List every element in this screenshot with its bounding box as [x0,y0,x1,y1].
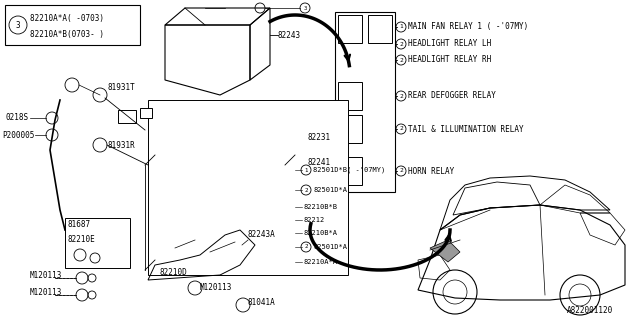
Bar [118,110,136,123]
Bar [193,160,221,178]
Text: 82210E: 82210E [68,235,96,244]
Text: M120113: M120113 [200,283,232,292]
Text: HORN RELAY: HORN RELAY [408,166,454,175]
Text: 81931R: 81931R [108,141,136,150]
Text: 1: 1 [304,167,308,172]
Text: 2: 2 [399,126,403,132]
Bar [160,208,188,226]
Bar [368,15,392,43]
Bar [259,232,287,250]
Bar [335,12,395,192]
Text: 81931T: 81931T [108,83,136,92]
Bar [259,184,287,202]
Bar [65,218,130,268]
Bar [160,160,188,178]
Text: 2: 2 [304,188,308,193]
Bar [155,155,295,260]
Text: MAIN FAN RELAY 1 ( -'07MY): MAIN FAN RELAY 1 ( -'07MY) [408,22,528,31]
Text: 82243: 82243 [278,30,301,39]
Bar [226,208,254,226]
Bar [160,184,188,202]
Text: M120113: M120113 [30,271,62,280]
Bar [338,82,362,110]
Text: A822001120: A822001120 [567,306,613,315]
Bar [5,5,140,45]
Bar [193,184,221,202]
Text: P200005: P200005 [2,131,35,140]
Text: 2: 2 [399,169,403,173]
Text: 82501D*A: 82501D*A [313,244,347,250]
Text: 82231: 82231 [307,133,330,142]
Text: 82210A*A( -0703): 82210A*A( -0703) [30,14,104,23]
Text: 82212: 82212 [303,217,324,223]
Bar [140,108,152,118]
Text: 2: 2 [399,42,403,46]
Bar [226,160,254,178]
Bar [338,115,362,143]
Text: 1: 1 [399,25,403,29]
Text: 2: 2 [399,58,403,62]
Bar [193,208,221,226]
Bar [259,208,287,226]
Text: HEADLIGHT RELAY LH: HEADLIGHT RELAY LH [408,39,492,49]
Text: 81041A: 81041A [248,298,276,307]
Text: HEADLIGHT RELAY RH: HEADLIGHT RELAY RH [408,55,492,65]
Bar [193,232,221,250]
Text: 2: 2 [304,244,308,250]
Text: 82210D: 82210D [160,268,188,277]
Text: 82210A*A: 82210A*A [303,259,337,265]
Bar [226,184,254,202]
Text: 82210A*B(0703- ): 82210A*B(0703- ) [30,29,104,38]
Text: 82210B*A: 82210B*A [303,230,337,236]
Text: 3: 3 [16,20,20,29]
Text: 82241: 82241 [307,158,330,167]
Text: 2: 2 [399,93,403,99]
Text: REAR DEFOGGER RELAY: REAR DEFOGGER RELAY [408,92,496,100]
Text: M120113: M120113 [30,288,62,297]
Bar [148,100,348,275]
Text: 82210B*B: 82210B*B [303,204,337,210]
Polygon shape [430,240,460,262]
Bar [338,157,362,185]
Bar [226,232,254,250]
Text: 82501D*A: 82501D*A [313,187,347,193]
Bar [160,232,188,250]
Text: 82501D*B( -'07MY): 82501D*B( -'07MY) [313,167,385,173]
Text: 82243A: 82243A [248,230,276,239]
Bar [338,15,362,43]
Text: 0218S: 0218S [5,114,28,123]
Bar [259,160,287,178]
Text: 3: 3 [303,5,307,11]
Text: TAIL & ILLUMINATION RELAY: TAIL & ILLUMINATION RELAY [408,124,524,133]
Text: 81687: 81687 [68,220,91,229]
